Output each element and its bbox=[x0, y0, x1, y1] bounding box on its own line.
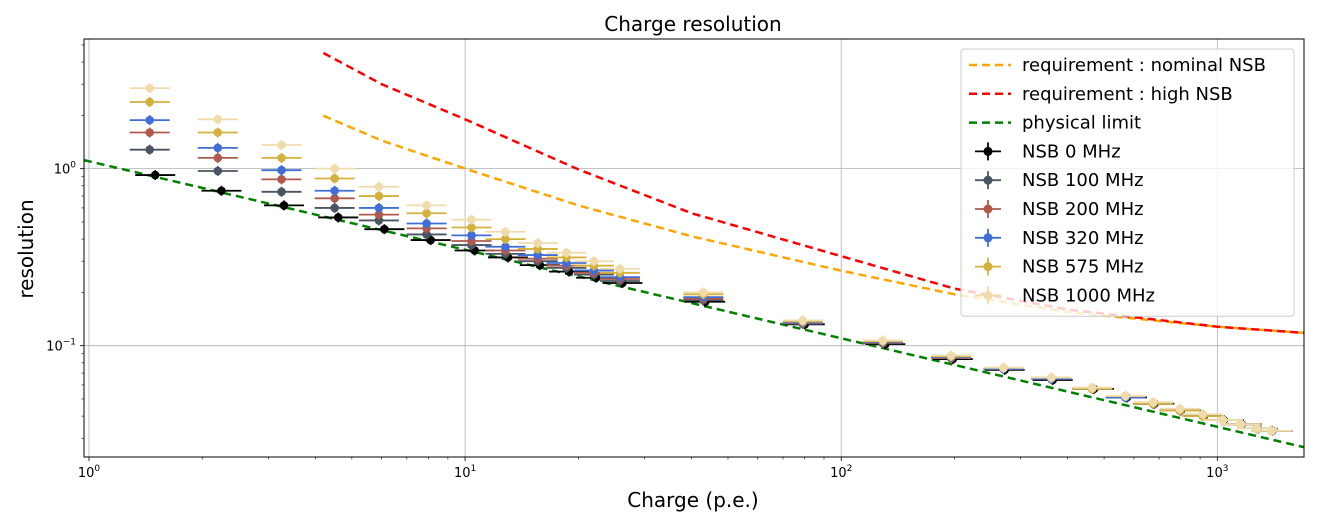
data-point bbox=[330, 164, 339, 173]
legend-swatch-nsb-320-mhz bbox=[983, 233, 993, 243]
legend-label-nsb-575-mhz: NSB 575 MHz bbox=[1022, 257, 1144, 278]
legend-label-nsb-200-mhz: NSB 200 MHz bbox=[1022, 199, 1144, 220]
data-point bbox=[277, 175, 286, 184]
legend-swatch-nsb-200-mhz bbox=[983, 204, 993, 214]
data-point bbox=[798, 316, 808, 325]
data-point bbox=[501, 242, 510, 252]
data-point bbox=[878, 336, 888, 345]
data-point bbox=[1267, 426, 1277, 436]
data-point bbox=[330, 193, 339, 203]
legend-label-requirement-high-nsb: requirement : high NSB bbox=[1022, 84, 1233, 105]
data-point bbox=[213, 115, 223, 124]
y-tick-label: 10−1 bbox=[46, 338, 76, 355]
data-point bbox=[213, 143, 223, 153]
data-point bbox=[1218, 415, 1228, 425]
data-point bbox=[213, 166, 223, 176]
data-point bbox=[330, 203, 339, 213]
data-point bbox=[380, 224, 389, 234]
data-point bbox=[374, 210, 384, 219]
data-point bbox=[422, 208, 431, 218]
data-point bbox=[1148, 397, 1158, 407]
legend-swatch-nsb-0-mhz bbox=[983, 146, 993, 156]
data-point bbox=[1236, 419, 1246, 429]
data-point bbox=[533, 250, 543, 260]
y-tick-label: 100 bbox=[54, 161, 77, 178]
legend-label-nsb-1000-mhz: NSB 1000 MHz bbox=[1022, 285, 1155, 306]
data-point bbox=[145, 128, 154, 137]
legend: requirement : nominal NSB requirement : h… bbox=[960, 48, 1295, 317]
data-point bbox=[145, 145, 154, 154]
data-point bbox=[533, 238, 543, 248]
data-point bbox=[1087, 383, 1097, 392]
x-tick-label: 103 bbox=[1206, 464, 1228, 481]
data-point bbox=[589, 256, 599, 266]
data-point bbox=[374, 203, 384, 213]
data-point bbox=[374, 191, 384, 201]
legend-label-nsb-320-mhz: NSB 320 MHz bbox=[1022, 228, 1144, 249]
data-point bbox=[422, 219, 431, 228]
data-point bbox=[467, 223, 476, 232]
data-point bbox=[330, 186, 339, 196]
data-point bbox=[422, 230, 431, 239]
data-point bbox=[333, 213, 343, 222]
data-point bbox=[145, 115, 154, 125]
data-point bbox=[999, 363, 1008, 373]
data-point bbox=[374, 182, 384, 192]
data-point bbox=[467, 215, 476, 224]
data-point bbox=[217, 186, 226, 196]
legend-box bbox=[960, 48, 1295, 317]
data-point bbox=[145, 97, 154, 107]
data-point bbox=[213, 153, 223, 163]
data-point bbox=[615, 264, 625, 274]
plot-frame bbox=[83, 38, 1305, 458]
legend-swatch-nsb-575-mhz bbox=[983, 262, 993, 272]
data-point bbox=[213, 128, 223, 137]
legend-label-requirement-nominal-nsb: requirement : nominal NSB bbox=[1022, 55, 1266, 76]
data-point bbox=[501, 234, 510, 244]
x-tick-label: 100 bbox=[78, 464, 101, 481]
x-tick-label: 102 bbox=[830, 464, 852, 481]
x-axis-title: Charge (p.e.) bbox=[627, 488, 758, 512]
series-nsb-1000-mhz bbox=[129, 83, 1292, 436]
data-point bbox=[1047, 373, 1056, 382]
chart-title: Charge resolution bbox=[604, 12, 781, 36]
data-point bbox=[330, 174, 339, 183]
data-point bbox=[422, 201, 431, 210]
data-point bbox=[279, 201, 289, 210]
legend-swatch-nsb-100-mhz bbox=[983, 175, 993, 185]
data-point bbox=[1198, 409, 1208, 419]
data-point bbox=[946, 351, 956, 360]
data-point bbox=[277, 187, 286, 197]
data-point bbox=[467, 231, 476, 240]
data-point bbox=[533, 244, 543, 254]
series-layer bbox=[129, 83, 1293, 436]
data-point bbox=[1121, 391, 1130, 401]
data-point bbox=[562, 248, 571, 258]
data-point bbox=[277, 165, 286, 175]
data-point bbox=[277, 140, 286, 150]
y-axis-title: resolution bbox=[14, 199, 38, 298]
data-point bbox=[145, 83, 154, 93]
legend-label-nsb-100-mhz: NSB 100 MHz bbox=[1022, 170, 1144, 191]
legend-label-physical-limit: physical limit bbox=[1022, 113, 1141, 134]
legend-swatch-nsb-1000-mhz bbox=[983, 290, 993, 300]
data-point bbox=[699, 288, 708, 297]
data-point bbox=[277, 153, 286, 163]
legend-label-nsb-0-mhz: NSB 0 MHz bbox=[1022, 141, 1121, 162]
data-point bbox=[1175, 404, 1185, 414]
x-tick-label: 101 bbox=[454, 464, 476, 481]
data-point bbox=[150, 170, 160, 180]
data-point bbox=[501, 227, 510, 237]
curve-requirement-high-nsb bbox=[322, 51, 1305, 335]
tick-layer: 100 101 102 103 10−1 100 bbox=[46, 44, 1228, 481]
